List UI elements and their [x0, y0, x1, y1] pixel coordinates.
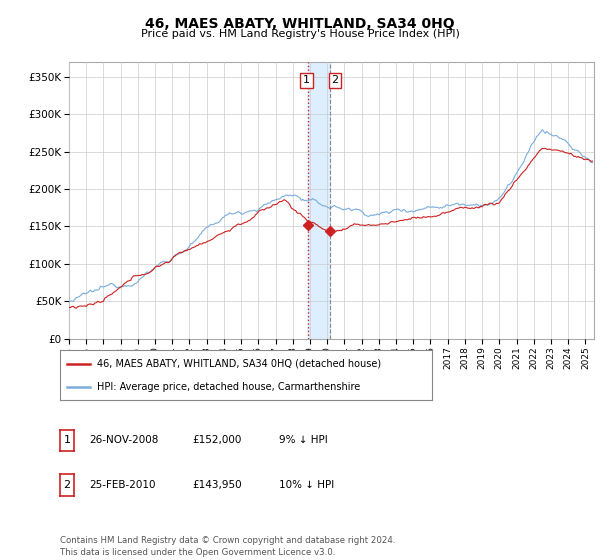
Text: 2: 2: [331, 76, 338, 85]
Bar: [308, 62, 330, 339]
Text: 26-NOV-2008: 26-NOV-2008: [89, 435, 158, 445]
Text: Price paid vs. HM Land Registry's House Price Index (HPI): Price paid vs. HM Land Registry's House …: [140, 29, 460, 39]
Text: HPI: Average price, detached house, Carmarthenshire: HPI: Average price, detached house, Carm…: [97, 382, 361, 392]
Text: £143,950: £143,950: [192, 480, 242, 490]
Text: 9% ↓ HPI: 9% ↓ HPI: [279, 435, 328, 445]
Text: 2: 2: [64, 480, 70, 490]
Text: 46, MAES ABATY, WHITLAND, SA34 0HQ: 46, MAES ABATY, WHITLAND, SA34 0HQ: [145, 17, 455, 31]
Text: 1: 1: [303, 76, 310, 85]
Text: 10% ↓ HPI: 10% ↓ HPI: [279, 480, 334, 490]
Text: £152,000: £152,000: [192, 435, 241, 445]
Text: 46, MAES ABATY, WHITLAND, SA34 0HQ (detached house): 46, MAES ABATY, WHITLAND, SA34 0HQ (deta…: [97, 358, 382, 368]
Text: Contains HM Land Registry data © Crown copyright and database right 2024.
This d: Contains HM Land Registry data © Crown c…: [60, 536, 395, 557]
Text: 25-FEB-2010: 25-FEB-2010: [89, 480, 155, 490]
Text: 1: 1: [64, 435, 70, 445]
